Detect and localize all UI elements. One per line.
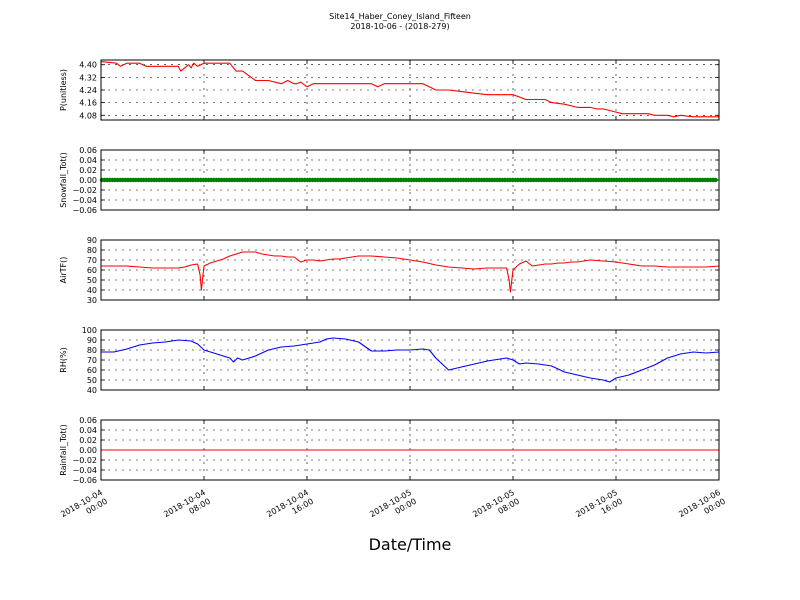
panel-5: −0.06−0.04−0.020.000.020.040.06 Rainfall_…: [59, 416, 720, 485]
x-tick-label: 2018-10-0600:00: [677, 488, 727, 528]
plot-frame: [100, 239, 720, 301]
y-tick-label: 50: [87, 276, 97, 285]
y-tick-label: 30: [87, 296, 97, 305]
y-tick-label: 0.00: [79, 446, 97, 455]
y-tick-label: 90: [87, 236, 97, 245]
y-tick-label: −0.06: [72, 476, 97, 485]
plot-frame: [100, 419, 720, 481]
y-tick-label: 0.02: [79, 166, 97, 175]
series-line: [101, 337, 720, 383]
panel-2: −0.06−0.04−0.020.000.020.040.06 Snowfall_…: [59, 146, 720, 215]
y-tick-label: 50: [87, 376, 97, 385]
y-tick-label: 40: [87, 286, 97, 295]
y-tick-label: 4.16: [79, 99, 97, 108]
y-axis-label: Rainfall_Tot(): [59, 424, 68, 476]
x-tick-label: 2018-10-0516:00: [574, 488, 624, 528]
y-tick-label: 60: [87, 266, 97, 275]
y-tick-label: −0.06: [72, 206, 97, 215]
data-point: [713, 177, 718, 183]
x-axis-label: Date/Time: [369, 535, 452, 554]
y-tick-label: 0.00: [79, 176, 97, 185]
y-tick-label: 4.24: [79, 86, 97, 95]
y-axis-label: P(unitless): [59, 69, 68, 111]
y-tick-label: 4.32: [79, 73, 97, 82]
y-tick-label: 80: [87, 246, 97, 255]
y-tick-label: 0.06: [79, 416, 97, 425]
y-tick-label: 60: [87, 366, 97, 375]
y-tick-label: 100: [82, 326, 97, 335]
x-tick-label: 2018-10-0416:00: [265, 488, 315, 528]
x-tick-label: 2018-10-0500:00: [368, 488, 418, 528]
panel-1: 4.08 4.16 4.24 4.32 4.40 P(unitless): [59, 59, 720, 121]
y-tick-label: 70: [87, 256, 97, 265]
y-tick-label: −0.04: [72, 196, 97, 205]
chart-subtitle: 2018-10-06 - (2018-279): [350, 22, 449, 31]
plot-frame: [100, 59, 720, 121]
series-line: [101, 251, 720, 293]
y-tick-label: 0.04: [79, 426, 97, 435]
x-tick-label: 2018-10-0400:00: [59, 488, 109, 528]
y-tick-label: 40: [87, 386, 97, 395]
y-tick-label: 0.02: [79, 436, 97, 445]
chart-title: Site14_Haber_Coney_Island_Fifteen: [329, 12, 471, 21]
y-tick-label: −0.02: [72, 186, 97, 195]
y-tick-label: 4.40: [79, 61, 97, 70]
y-tick-label: 0.06: [79, 146, 97, 155]
series-line: [100, 61, 719, 118]
y-axis-label: RH(%): [59, 347, 68, 372]
y-tick-label: 0.04: [79, 156, 97, 165]
x-tick-labels: 2018-10-0400:00 2018-10-0408:00 2018-10-04…: [59, 488, 727, 528]
plot-frame: [100, 149, 720, 211]
y-tick-label: 4.08: [79, 111, 97, 120]
y-axis-label: AirTF(): [59, 257, 68, 284]
plot-frame: [100, 329, 720, 391]
x-tick-label: 2018-10-0408:00: [162, 488, 212, 528]
y-tick-label: −0.02: [72, 456, 97, 465]
y-axis-label: Snowfall_Tot(): [59, 152, 68, 208]
y-tick-label: 70: [87, 356, 97, 365]
x-tick-label: 2018-10-0508:00: [471, 488, 521, 528]
y-tick-label: 90: [87, 336, 97, 345]
y-tick-label: −0.04: [72, 466, 97, 475]
y-tick-label: 80: [87, 346, 97, 355]
